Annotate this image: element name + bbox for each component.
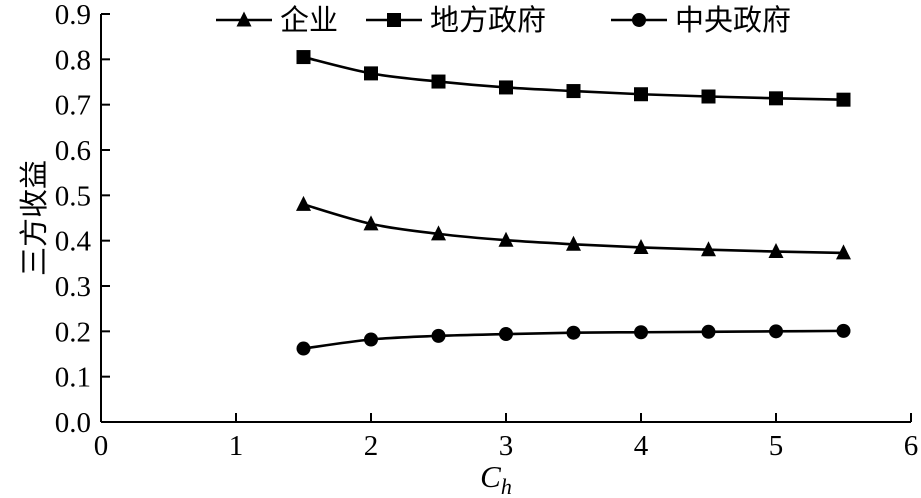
data-point <box>499 80 513 95</box>
y-tick-label: 0.5 <box>55 180 91 212</box>
series-group <box>296 50 851 356</box>
x-axis-label: Ch <box>480 459 512 498</box>
data-point <box>364 332 378 347</box>
data-point <box>769 324 783 339</box>
y-tick-label: 0.8 <box>55 44 91 76</box>
series-triangle <box>296 195 851 260</box>
y-tick-label: 0.3 <box>55 271 91 303</box>
y-axis-label: 三方收益 <box>17 160 51 276</box>
data-point <box>363 215 379 231</box>
axes: 0.0 0.1 0.2 0.3 0.4 0.5 0.6 0.7 0.8 0.9 0 1 2 3 4 5 6 <box>55 0 919 462</box>
data-point <box>431 74 446 89</box>
legend-item: 地方政府 <box>366 3 546 37</box>
series-square <box>296 50 851 107</box>
series-circle <box>296 323 851 356</box>
x-axis-label-main: C <box>480 459 501 494</box>
data-point <box>701 89 716 104</box>
x-tick-label: 1 <box>229 430 244 462</box>
y-tick-label: 0.2 <box>55 316 91 348</box>
y-tick-label: 0.0 <box>55 407 91 439</box>
legend-label: 地方政府 <box>430 3 546 37</box>
data-point <box>634 325 648 340</box>
legend: 企业 地方政府 中央政府 <box>216 3 791 37</box>
data-point <box>836 244 851 260</box>
legend-marker <box>632 13 646 27</box>
legend-marker <box>236 11 252 27</box>
data-point <box>499 327 513 342</box>
x-axis-label-subscript: h <box>501 474 512 498</box>
legend-label: 中央政府 <box>675 3 791 37</box>
x-tick-label: 6 <box>904 430 919 462</box>
data-point <box>634 87 648 102</box>
x-tick-label: 2 <box>364 430 379 462</box>
x-tick-label: 5 <box>769 430 784 462</box>
legend-label: 企业 <box>280 3 338 37</box>
data-point <box>769 91 783 106</box>
x-tick-label: 4 <box>634 430 649 462</box>
data-point <box>296 195 311 211</box>
legend-item: 企业 <box>216 3 338 37</box>
x-tick-label: 0 <box>94 430 109 462</box>
data-point <box>431 225 446 241</box>
data-point <box>768 243 784 259</box>
data-point <box>296 50 311 65</box>
data-point <box>836 92 851 107</box>
y-tick-label: 0.1 <box>55 362 91 394</box>
y-tick-label: 0.9 <box>55 0 91 31</box>
y-tick-label: 0.4 <box>55 226 92 258</box>
legend-marker <box>387 13 401 27</box>
data-point <box>701 324 716 339</box>
data-point <box>498 231 514 247</box>
data-point <box>566 84 581 99</box>
data-point <box>364 66 378 81</box>
data-point <box>566 325 581 340</box>
data-point <box>633 238 649 254</box>
data-point <box>701 241 716 257</box>
data-point <box>296 341 311 356</box>
data-point <box>431 328 446 343</box>
legend-item: 中央政府 <box>611 3 791 37</box>
x-tick-label: 3 <box>499 430 514 462</box>
y-tick-label: 0.7 <box>55 90 91 122</box>
data-point <box>566 235 581 251</box>
data-point <box>836 323 851 338</box>
y-tick-label: 0.6 <box>55 135 91 167</box>
